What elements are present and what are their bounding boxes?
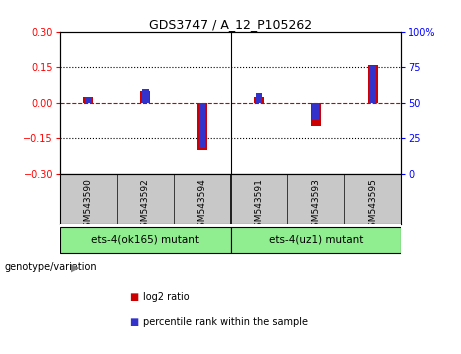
Bar	[313, 103, 319, 120]
Bar	[142, 88, 148, 103]
Text: GSM543595: GSM543595	[368, 178, 377, 233]
Bar	[230, 227, 401, 253]
Bar	[83, 97, 94, 103]
Text: GSM543594: GSM543594	[198, 178, 207, 233]
Text: ■: ■	[129, 317, 138, 327]
Text: genotype/variation: genotype/variation	[5, 262, 97, 272]
Text: ets-4(uz1) mutant: ets-4(uz1) mutant	[269, 234, 363, 244]
Bar	[140, 91, 150, 103]
Title: GDS3747 / A_12_P105262: GDS3747 / A_12_P105262	[149, 18, 312, 31]
Text: GSM543592: GSM543592	[141, 178, 150, 233]
Text: ▶: ▶	[71, 262, 80, 272]
Bar	[255, 93, 262, 103]
Text: GSM543591: GSM543591	[254, 178, 263, 233]
Text: ■: ■	[129, 292, 138, 302]
Bar	[367, 65, 378, 103]
Bar	[311, 103, 321, 126]
Text: GSM543590: GSM543590	[84, 178, 93, 233]
Bar	[199, 103, 206, 148]
Text: ets-4(ok165) mutant: ets-4(ok165) mutant	[91, 234, 199, 244]
Bar	[254, 97, 264, 103]
Text: log2 ratio: log2 ratio	[143, 292, 189, 302]
Text: GSM543593: GSM543593	[311, 178, 320, 233]
Bar	[369, 66, 376, 103]
Text: percentile rank within the sample: percentile rank within the sample	[143, 317, 308, 327]
Bar	[197, 103, 207, 150]
Bar	[60, 227, 230, 253]
Bar	[85, 97, 92, 103]
